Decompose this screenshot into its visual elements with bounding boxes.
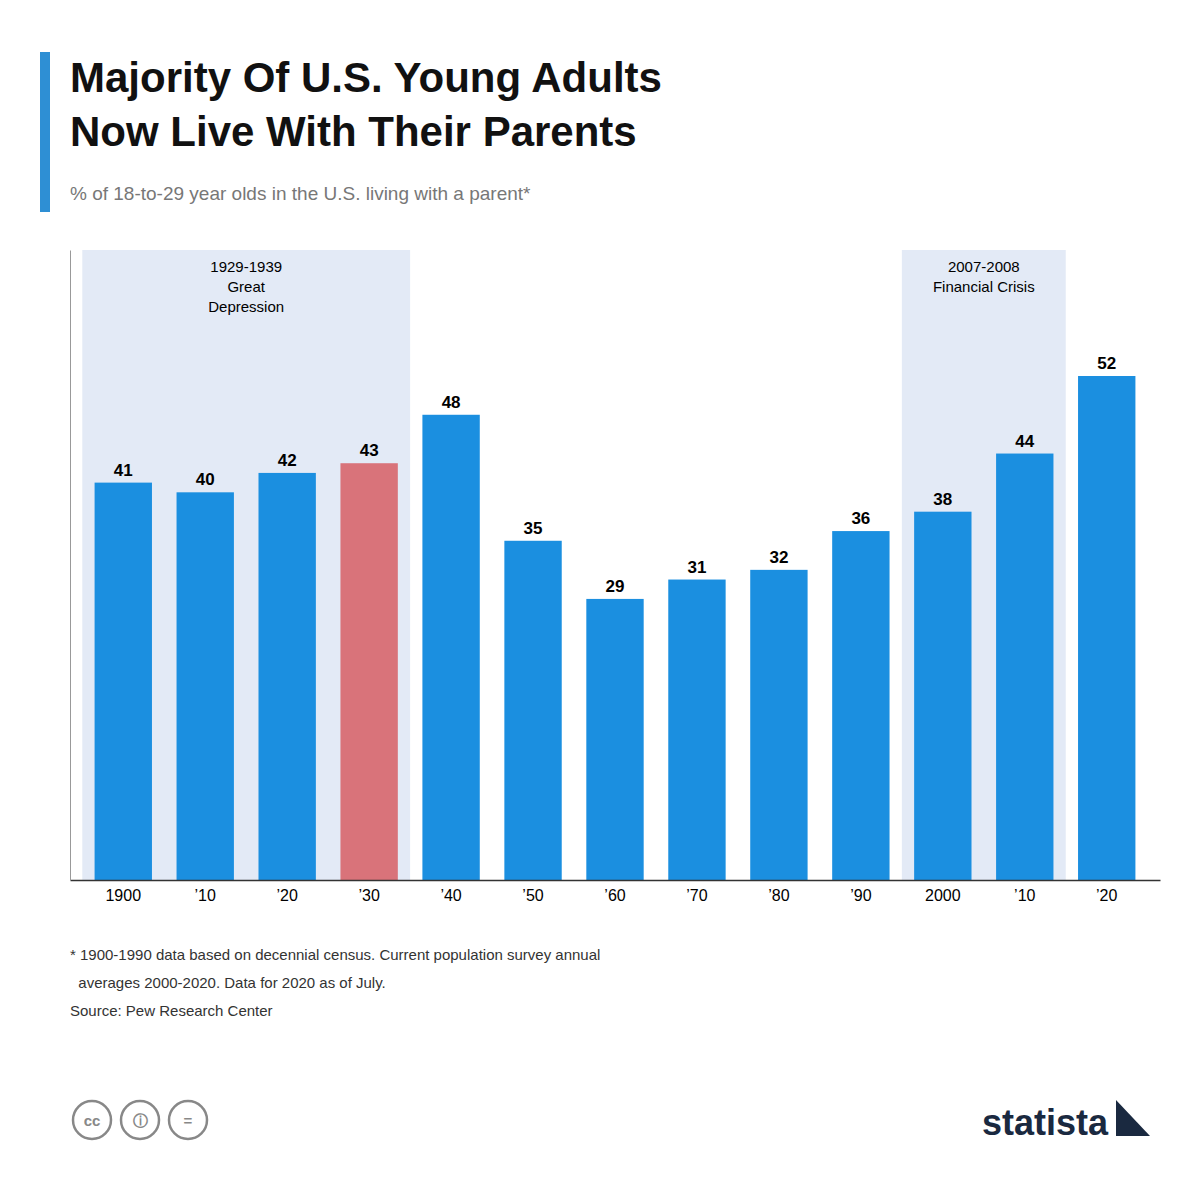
bar bbox=[586, 599, 643, 880]
annotation: 2007-2008Financial Crisis bbox=[933, 258, 1035, 295]
bar bbox=[258, 473, 315, 880]
data-label: 38 bbox=[933, 490, 952, 509]
x-tick: ’20 bbox=[1096, 880, 1117, 904]
data-label: 43 bbox=[360, 441, 379, 460]
x-tick: ’10 bbox=[1014, 880, 1035, 904]
bar bbox=[996, 454, 1053, 880]
data-label: 42 bbox=[278, 451, 297, 470]
x-tick: ’40 bbox=[440, 880, 461, 904]
x-tick-label: ’70 bbox=[686, 887, 707, 904]
title: Majority Of U.S. Young AdultsNow Live Wi… bbox=[70, 54, 662, 155]
x-tick: ’30 bbox=[358, 880, 379, 904]
shade-band bbox=[902, 250, 1066, 880]
data-label: 36 bbox=[851, 509, 870, 528]
bar bbox=[422, 415, 479, 880]
x-tick: ’90 bbox=[850, 880, 871, 904]
x-axis: 1900 ’10 ’20 ’30 ’40 ’50 ’60 ’70 ’80 ’90 2000 ’10 ’2… bbox=[71, 880, 1161, 904]
footnote: * 1900-1990 data based on decennial cens… bbox=[70, 946, 600, 963]
x-tick-label: ’40 bbox=[440, 887, 461, 904]
x-tick: 1900 bbox=[105, 880, 141, 904]
x-tick: ’60 bbox=[604, 880, 625, 904]
data-labels: 41 40 42 43 48 35 29 31 32 36 38 44 52 bbox=[114, 354, 1116, 596]
data-label: 35 bbox=[524, 519, 543, 538]
data-label: 41 bbox=[114, 461, 133, 480]
x-tick-label: 2000 bbox=[925, 887, 961, 904]
bar bbox=[504, 541, 561, 880]
bar bbox=[340, 463, 397, 880]
data-label: 52 bbox=[1097, 354, 1116, 373]
branding-logo bbox=[1116, 1100, 1150, 1136]
x-axis-line bbox=[71, 880, 1161, 882]
bar bbox=[668, 580, 725, 880]
data-label: 48 bbox=[442, 393, 461, 412]
bar bbox=[832, 531, 889, 880]
y-axis-line bbox=[70, 251, 71, 881]
data-label: 40 bbox=[196, 470, 215, 489]
license-icon-circle bbox=[73, 1101, 111, 1139]
x-tick: ’10 bbox=[195, 880, 216, 904]
license-icon-label: = bbox=[184, 1112, 193, 1129]
x-tick-label: ’90 bbox=[850, 887, 871, 904]
x-tick-label: ’10 bbox=[195, 887, 216, 904]
accent-bar bbox=[40, 52, 50, 212]
x-tick: ’50 bbox=[522, 880, 543, 904]
license-icon-circle bbox=[121, 1101, 159, 1139]
bar bbox=[177, 492, 234, 880]
y-axis bbox=[70, 251, 71, 881]
license-icon-label: ⓘ bbox=[133, 1112, 148, 1129]
data-label: 29 bbox=[606, 577, 625, 596]
bars bbox=[95, 376, 1136, 880]
bar bbox=[95, 483, 152, 880]
x-tick: ’70 bbox=[686, 880, 707, 904]
x-tick-label: ’80 bbox=[768, 887, 789, 904]
annotations: 1929-1939GreatDepression 2007-2008Financi… bbox=[208, 258, 1034, 315]
x-tick-label: ’20 bbox=[277, 887, 298, 904]
license-icon-circle bbox=[169, 1101, 207, 1139]
x-tick-label: ’20 bbox=[1096, 887, 1117, 904]
footnote: averages 2000-2020. Data for 2020 as of … bbox=[70, 974, 386, 991]
bar bbox=[1078, 376, 1135, 880]
license-icon-label: cc bbox=[84, 1112, 101, 1129]
chart: Majority Of U.S. Young AdultsNow Live Wi… bbox=[0, 0, 1200, 1200]
branding-logo-corner bbox=[1116, 1100, 1150, 1136]
data-label: 32 bbox=[769, 548, 788, 567]
data-label: 44 bbox=[1015, 432, 1034, 451]
branding-logo-box bbox=[1116, 1100, 1150, 1136]
x-tick-label: ’10 bbox=[1014, 887, 1035, 904]
footnotes: * 1900-1990 data based on decennial cens… bbox=[70, 946, 600, 1019]
branding: statista bbox=[982, 1102, 1109, 1143]
x-tick-label: ’30 bbox=[358, 887, 379, 904]
bar bbox=[914, 512, 971, 880]
x-tick-label: ’50 bbox=[522, 887, 543, 904]
x-tick: 2000 bbox=[925, 880, 961, 904]
subtitle: % of 18-to-29 year olds in the U.S. livi… bbox=[70, 183, 531, 204]
footnote: Source: Pew Research Center bbox=[70, 1002, 273, 1019]
x-tick: ’20 bbox=[277, 880, 298, 904]
shade-band bbox=[82, 250, 410, 880]
license-icons: cc ⓘ = bbox=[73, 1101, 207, 1139]
x-tick-label: 1900 bbox=[105, 887, 141, 904]
x-tick: ’80 bbox=[768, 880, 789, 904]
data-label: 31 bbox=[687, 558, 706, 577]
x-tick-label: ’60 bbox=[604, 887, 625, 904]
bar bbox=[750, 570, 807, 880]
annotation: 1929-1939GreatDepression bbox=[208, 258, 284, 315]
